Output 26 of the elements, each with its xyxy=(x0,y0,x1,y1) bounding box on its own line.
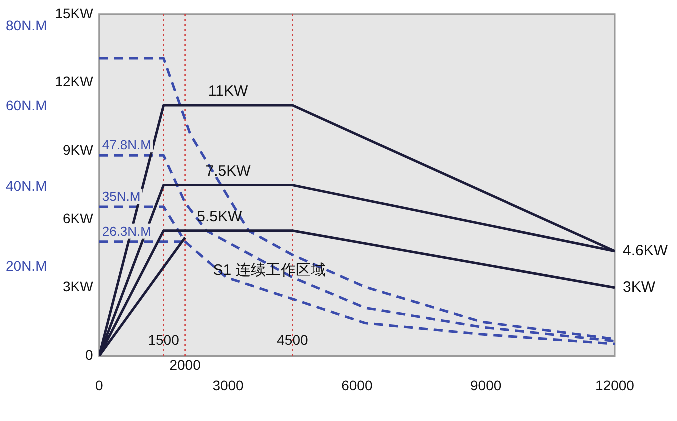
data-label: 35N.M xyxy=(102,189,141,204)
ref-line-label: 4500 xyxy=(277,332,309,348)
y2-tick-label: 60N.M xyxy=(6,98,48,114)
x-tick-label: 6000 xyxy=(342,377,373,394)
y-tick-label: 15KW xyxy=(55,5,94,22)
y-tick-label: 3KW xyxy=(63,278,94,295)
y2-tick-label: 80N.M xyxy=(6,17,48,34)
data-label: 47.8N.M xyxy=(102,138,152,153)
annotation: 11KW xyxy=(208,83,249,100)
y2-tick-label: 40N.M xyxy=(6,178,48,194)
ref-line-label: 1500 xyxy=(148,332,180,348)
y2-tick-label: 20N.M xyxy=(6,258,48,274)
ref-line-label: 2000 xyxy=(170,357,202,374)
y-tick-label: 12KW xyxy=(55,74,94,90)
annotation: 5.5KW xyxy=(197,208,244,226)
data-label: 26.3N.M xyxy=(102,224,152,239)
y-tick-label: 6KW xyxy=(63,210,94,226)
annotation: 4.6KW xyxy=(623,242,669,260)
annotation: S1 连续工作区域 xyxy=(213,262,326,279)
x-tick-label: 9000 xyxy=(470,377,502,394)
x-tick-label: 3000 xyxy=(212,377,244,394)
annotation: 7.5KW xyxy=(206,162,252,180)
y-tick-label: 9KW xyxy=(63,142,94,158)
y-tick-label: 0 xyxy=(86,347,94,364)
x-tick-label: 12000 xyxy=(596,377,635,394)
annotation: 3KW xyxy=(623,278,656,296)
